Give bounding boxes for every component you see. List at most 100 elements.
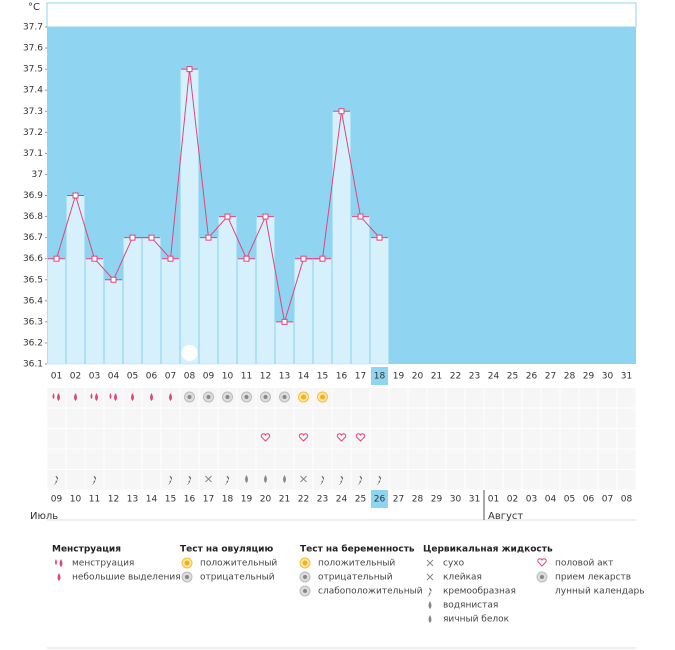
cell [465, 429, 484, 449]
cell [332, 470, 351, 490]
date-label: 25 [355, 495, 366, 505]
date-label: 24 [336, 495, 348, 505]
cell [408, 449, 427, 469]
legend-item: положительный [318, 559, 395, 569]
cell [560, 449, 579, 469]
icon-menstruation [109, 393, 117, 401]
y-tick-label: 37.4 [23, 86, 43, 96]
cell [85, 429, 104, 449]
cell [579, 470, 598, 490]
date-label: 02 [507, 495, 518, 505]
y-tick-label: 36.7 [23, 233, 43, 243]
cell [47, 429, 66, 449]
icon-dot [303, 589, 307, 593]
cell [180, 429, 199, 449]
cell [503, 470, 522, 490]
legend-item: половой акт [555, 559, 613, 569]
x-tick-label: 15 [317, 372, 328, 382]
cell [85, 408, 104, 428]
y-axis-label: °C [28, 2, 40, 13]
cell [351, 449, 370, 469]
date-label: 04 [545, 495, 557, 505]
highlight [371, 490, 388, 508]
icon-creamy [427, 588, 432, 597]
cell [218, 449, 237, 469]
icon-dot [303, 575, 307, 579]
cell [465, 449, 484, 469]
icon-menstruation [90, 393, 98, 401]
x-tick-label: 23 [469, 372, 480, 382]
cell [617, 408, 636, 428]
cell [560, 408, 579, 428]
legend-item: менструация [72, 559, 134, 569]
cell [389, 470, 408, 490]
x-tick-label: 16 [336, 372, 348, 382]
cell [313, 470, 332, 490]
y-tick-label: 37.1 [23, 149, 43, 159]
cell [446, 388, 465, 408]
point [129, 234, 136, 241]
icon-spotting [74, 393, 77, 401]
icon-moon [538, 587, 542, 595]
icon-dot [184, 560, 190, 566]
point [53, 255, 60, 262]
legend-title: Тест на овуляцию [180, 545, 273, 555]
point [72, 192, 79, 199]
bar [237, 258, 256, 365]
point [262, 213, 269, 220]
cell [123, 429, 142, 449]
point [376, 234, 383, 241]
cell [123, 408, 142, 428]
x-tick-label: 02 [70, 372, 81, 382]
icon-dot [540, 575, 544, 579]
icon-heart [537, 558, 547, 567]
cell [123, 470, 142, 490]
icon-dot [282, 395, 287, 399]
icon-dry [205, 475, 212, 483]
cell [85, 470, 104, 490]
cell [408, 470, 427, 490]
icon-menstruation [55, 559, 63, 567]
cell [351, 388, 370, 408]
y-tick-label: 37.3 [23, 107, 43, 117]
top-box [46, 2, 637, 28]
cell [522, 470, 541, 490]
icon-creamy [186, 476, 191, 485]
cell [617, 429, 636, 449]
date-label: 27 [393, 495, 404, 505]
x-tick-label: 18 [374, 372, 386, 382]
icon-spotting [169, 393, 172, 401]
cell [104, 388, 123, 408]
x-tick-label: 13 [279, 372, 290, 382]
cell [389, 429, 408, 449]
date-label: 29 [431, 495, 443, 505]
date-label: 26 [374, 495, 386, 505]
cell [617, 449, 636, 469]
date-label: 06 [583, 495, 595, 505]
date-label: 01 [488, 495, 499, 505]
point [148, 234, 155, 241]
cell [446, 429, 465, 449]
bar [294, 258, 313, 365]
cell [427, 408, 446, 428]
bar [332, 111, 351, 365]
cell [161, 470, 180, 490]
cell [66, 449, 85, 469]
cell [218, 470, 237, 490]
icon-dot [187, 395, 192, 399]
cell [427, 449, 446, 469]
legend-item: кремообразная [443, 587, 516, 597]
cell [275, 408, 294, 428]
icon-creamy [357, 476, 362, 485]
cell [199, 449, 218, 469]
cell [598, 470, 617, 490]
cell [560, 429, 579, 449]
legend-title: Менструация [52, 545, 121, 555]
cell [370, 408, 389, 428]
icon-watery [428, 615, 432, 623]
icon-menstruation [52, 393, 60, 401]
icon-moon-bg [181, 345, 198, 361]
x-tick-label: 14 [298, 372, 310, 382]
legend-item: отрицательный [200, 573, 275, 583]
cell [598, 429, 617, 449]
